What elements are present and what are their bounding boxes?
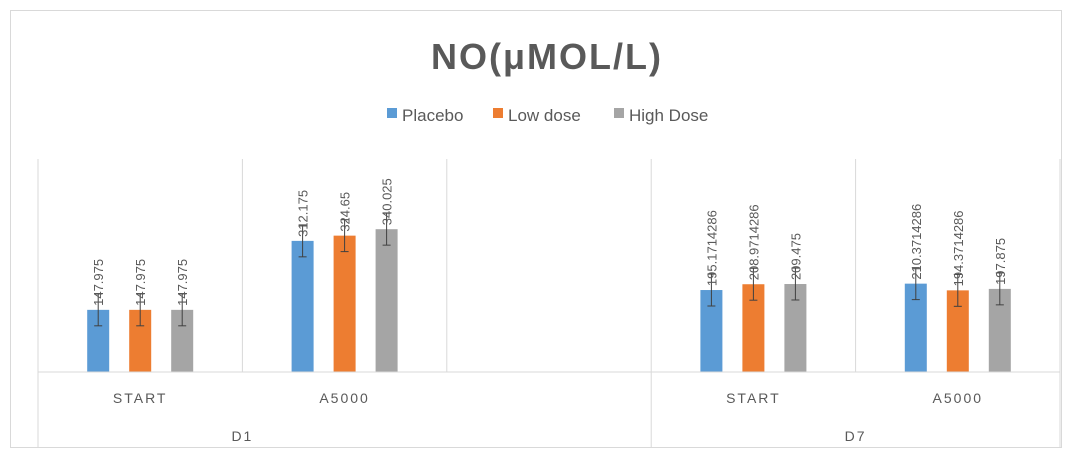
data-label-2-4: 197.875 (993, 238, 1008, 285)
bar-0-0 (87, 309, 110, 372)
plot-area: 147.975 312.175 195.1714286 210.3714286 147.… (37, 159, 1061, 447)
bar-2-4 (988, 288, 1011, 372)
data-label-1-1: 324.65 (338, 192, 353, 232)
legend: Placebo Low dose High Dose (387, 106, 708, 125)
legend-label-2: High Dose (629, 106, 708, 125)
chart-title: NO(μMOL/L) (431, 36, 663, 77)
category-label-0: START (113, 390, 168, 406)
bar-1-1 (333, 235, 356, 372)
chart-frame: NO(μMOL/L) Placebo Low dose High Dose 147.… (10, 10, 1062, 448)
chart-svg: NO(μMOL/L) Placebo Low dose High Dose 147.… (37, 36, 1061, 447)
legend-swatch-2 (614, 108, 624, 118)
bar-2-3 (784, 284, 807, 372)
legend-label-1: Low dose (508, 106, 581, 125)
group-label-0: D1 (231, 428, 253, 444)
data-label-0-3: 195.1714286 (704, 210, 719, 286)
data-label-1-3: 208.9714286 (746, 204, 761, 280)
data-label-2-1: 340.025 (380, 178, 395, 225)
bar-0-1 (291, 240, 314, 372)
category-label-4: A5000 (933, 390, 983, 406)
bar-2-1 (375, 229, 398, 372)
bar-1-4 (946, 290, 969, 372)
legend-label-0: Placebo (402, 106, 463, 125)
legend-swatch-1 (493, 108, 503, 118)
data-label-0-1: 312.175 (296, 190, 311, 237)
group-label-1: D7 (845, 428, 867, 444)
category-label-3: START (726, 390, 781, 406)
data-label-1-0: 147.975 (133, 259, 148, 306)
legend-swatch-0 (387, 108, 397, 118)
bar-0-3 (700, 290, 723, 372)
bar-0-4 (904, 283, 927, 372)
data-label-0-4: 210.3714286 (909, 204, 924, 280)
bar-2-0 (171, 309, 194, 372)
bar-1-3 (742, 284, 765, 372)
data-label-2-3: 209.475 (788, 233, 803, 280)
bar-1-0 (129, 309, 152, 372)
data-label-1-4: 194.3714286 (951, 210, 966, 286)
data-label-2-0: 147.975 (175, 259, 190, 306)
category-label-1: A5000 (319, 390, 369, 406)
data-label-0-0: 147.975 (91, 259, 106, 306)
